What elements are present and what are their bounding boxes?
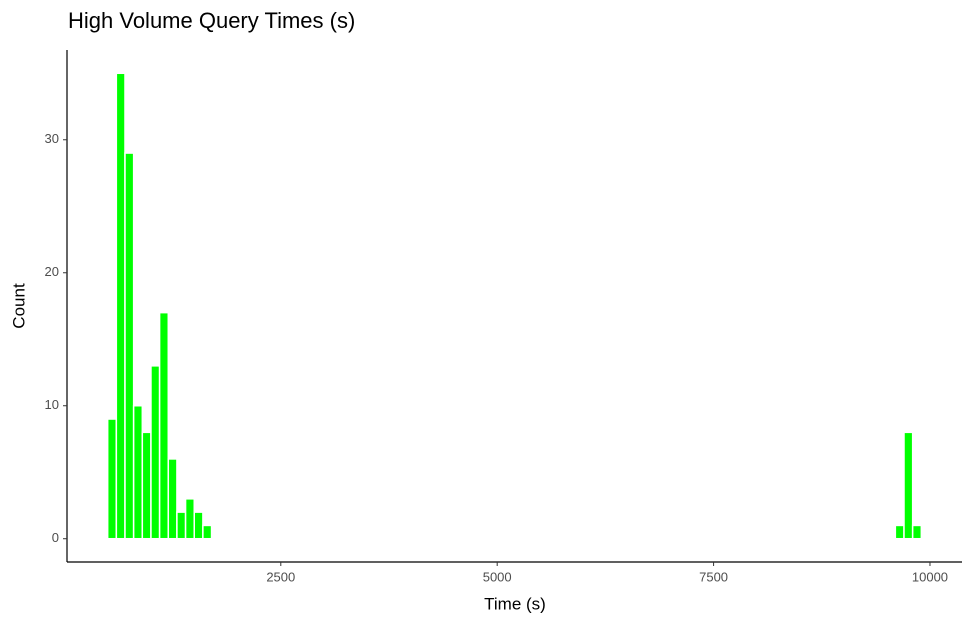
- bar: [184, 498, 195, 540]
- x-axis-label: Time (s): [484, 594, 546, 613]
- y-axis-label: Count: [9, 283, 28, 329]
- bar: [141, 431, 152, 540]
- x-tick-label: 2500: [266, 569, 295, 584]
- x-tick-label: 5000: [483, 569, 512, 584]
- bar: [911, 524, 923, 540]
- bar: [150, 365, 161, 540]
- bar: [176, 511, 187, 540]
- bar: [894, 524, 905, 540]
- bar: [193, 511, 204, 540]
- y-tick-label: 30: [45, 131, 59, 146]
- y-tick-label: 20: [45, 264, 59, 279]
- chart-title: High Volume Query Times (s): [68, 8, 355, 33]
- x-tick-label: 7500: [699, 569, 728, 584]
- bar: [106, 418, 118, 540]
- bar: [124, 152, 135, 540]
- bar: [115, 72, 126, 540]
- y-tick-label: 10: [45, 397, 59, 412]
- bar: [132, 404, 144, 540]
- bar: [202, 524, 213, 540]
- bar: [903, 431, 914, 540]
- bar: [167, 458, 178, 540]
- x-tick-label: 10000: [912, 569, 948, 584]
- y-tick-label: 0: [52, 530, 59, 545]
- bar: [158, 311, 170, 540]
